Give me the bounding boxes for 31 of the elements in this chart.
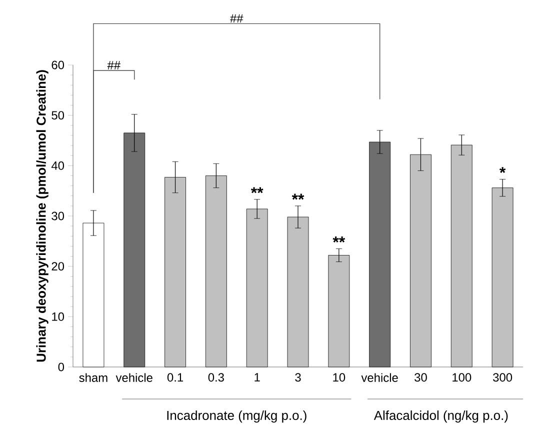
text: Incadronate (mg/kg p.o.) [167,410,306,423]
bar [328,255,350,368]
bar [205,176,227,368]
y-axis-title: Urinary deoxypyridinoline (pmol/umol Creatine) [36,70,48,362]
y-tick-label: 40 [51,161,64,170]
annotation: ** [332,236,346,242]
x-tick-label: 3 [295,373,301,382]
x-tick-label: vehicle [116,373,152,382]
annotation: ** [250,187,264,194]
x-tick-label: 1 [254,373,260,382]
x-tick-label: 30 [414,373,427,382]
annotation: ## [107,61,121,70]
bar [410,154,432,368]
x-tick-label: 100 [452,373,472,382]
x-tick-label: 10 [333,373,346,382]
text: Alfacalcidol (ng/kg p.o.) [374,410,508,423]
x-tick-label: 0.1 [167,373,184,382]
y-tick-label: 60 [52,60,64,70]
y-tick-label: 30 [52,212,64,220]
x-tick-label: sham [79,373,108,382]
y-tick-label: 50 [52,111,64,120]
x-tick-label: 0.3 [208,373,224,382]
x-tick-label: 300 [493,373,512,382]
text: ## [230,14,244,23]
y-tick-label: 10 [52,312,64,321]
x-tick-label: vehicle [361,373,398,382]
y-tick-label: 0 [58,362,64,372]
bar [164,177,186,368]
y-tick-label: 20 [52,262,64,271]
annotation: * [500,167,506,174]
annotation: ** [292,194,304,200]
